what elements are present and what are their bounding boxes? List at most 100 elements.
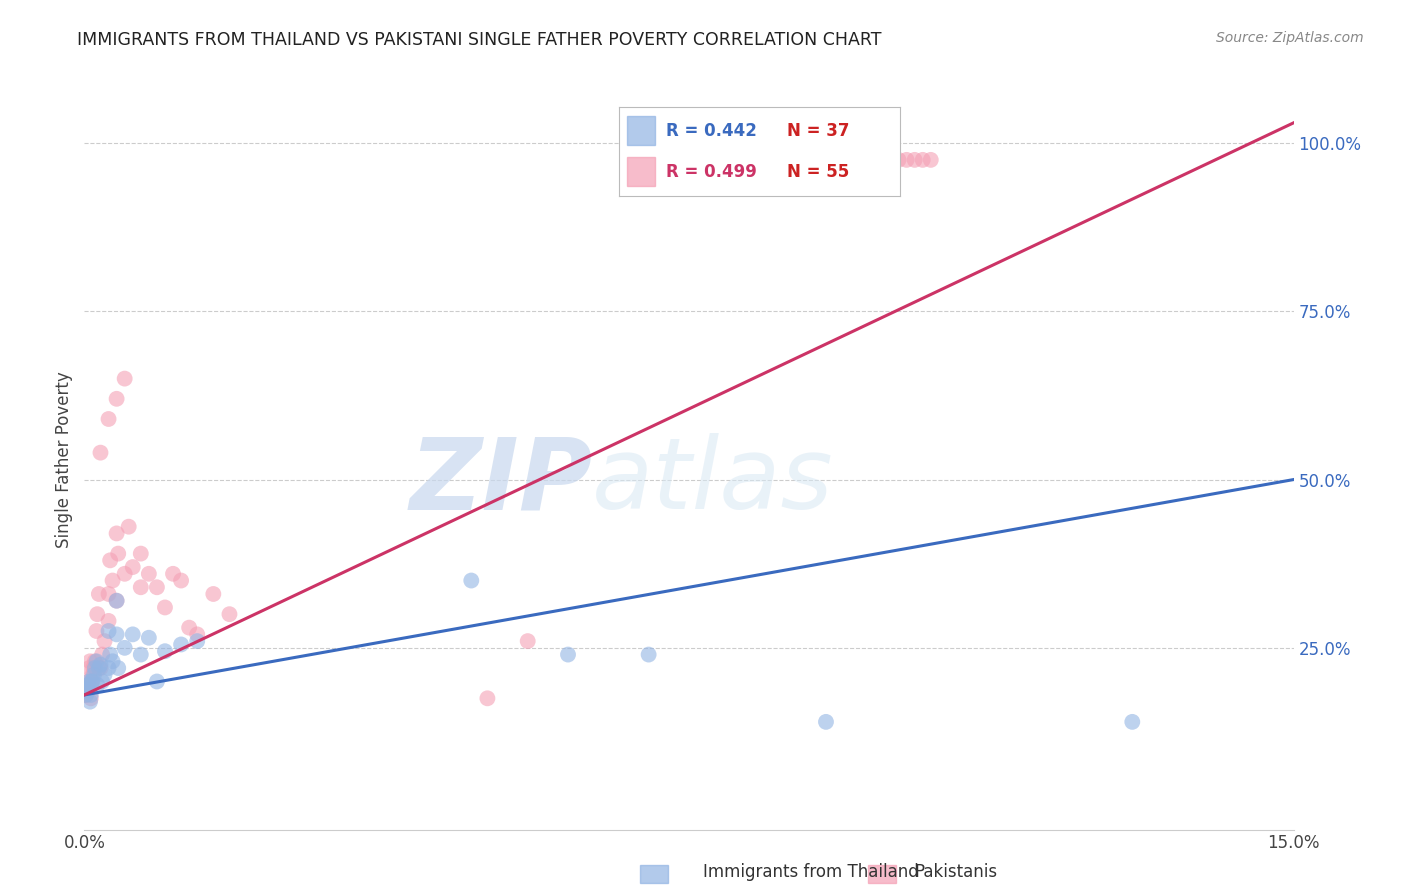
Text: Pakistanis: Pakistanis (914, 863, 997, 881)
Text: N = 55: N = 55 (787, 163, 849, 181)
Point (129, 580, 152, 594)
Point (86, 607, 108, 622)
Point (89, 657, 111, 672)
Point (86, 624, 108, 638)
Point (80, 674, 103, 689)
Point (80, 691, 103, 706)
Point (75, 688, 97, 702)
Point (77, 661, 100, 675)
Point (477, 691, 499, 706)
Point (87, 587, 110, 601)
Point (105, 392, 128, 406)
Point (179, 621, 201, 635)
Text: IMMIGRANTS FROM THAILAND VS PAKISTANI SINGLE FATHER POVERTY CORRELATION CHART: IMMIGRANTS FROM THAILAND VS PAKISTANI SI… (77, 31, 882, 49)
Point (170, 574, 193, 588)
Point (114, 371, 136, 385)
Point (75, 688, 97, 702)
Point (758, 153, 780, 167)
Point (121, 627, 143, 641)
Point (76, 684, 98, 698)
Text: Immigrants from Thailand: Immigrants from Thailand (703, 863, 918, 881)
Point (218, 607, 240, 622)
Point (129, 547, 152, 561)
Point (718, 156, 741, 170)
Point (146, 580, 169, 594)
Point (153, 644, 176, 658)
Text: N = 37: N = 37 (787, 122, 849, 140)
Point (186, 627, 208, 641)
Text: Source: ZipAtlas.com: Source: ZipAtlas.com (1216, 31, 1364, 45)
Point (105, 593, 128, 607)
Point (911, 153, 934, 167)
Point (107, 661, 129, 675)
Point (80, 674, 103, 689)
Point (93, 667, 115, 681)
Point (170, 637, 193, 651)
Point (79, 695, 101, 709)
Point (101, 654, 124, 668)
Text: atlas: atlas (592, 434, 834, 530)
Y-axis label: Single Father Poverty: Single Father Poverty (55, 371, 73, 548)
Point (79, 654, 101, 668)
Point (863, 156, 886, 170)
Point (97, 587, 120, 601)
Point (82, 667, 104, 681)
Point (76, 681, 98, 696)
FancyBboxPatch shape (627, 116, 655, 145)
Point (105, 627, 128, 641)
Point (146, 674, 169, 689)
Point (460, 574, 482, 588)
Text: ZIP: ZIP (409, 434, 592, 530)
Point (879, 153, 901, 167)
Point (153, 600, 176, 615)
Point (86, 678, 108, 692)
Point (87, 661, 110, 675)
Point (839, 153, 862, 167)
Point (97, 412, 120, 426)
Point (107, 547, 129, 561)
Point (77, 674, 100, 689)
Point (97, 614, 120, 628)
Point (76, 681, 98, 696)
Point (162, 566, 184, 581)
Point (91, 648, 114, 662)
Point (121, 560, 143, 574)
Point (105, 526, 128, 541)
Point (83, 654, 105, 668)
Point (80, 688, 103, 702)
Point (86, 654, 108, 668)
Point (93, 634, 115, 648)
Point (118, 519, 141, 533)
Point (98, 648, 121, 662)
Point (887, 153, 910, 167)
Point (1121, 714, 1143, 729)
Point (904, 153, 927, 167)
Point (82, 661, 104, 675)
Point (83, 661, 105, 675)
Point (799, 153, 821, 167)
Point (98, 553, 121, 567)
Point (114, 566, 136, 581)
Point (82, 674, 104, 689)
Point (105, 593, 128, 607)
Point (129, 648, 152, 662)
Point (920, 153, 942, 167)
Point (101, 574, 124, 588)
Text: R = 0.442: R = 0.442 (666, 122, 758, 140)
Point (202, 587, 225, 601)
Point (77, 678, 100, 692)
Point (114, 640, 136, 655)
Point (637, 648, 659, 662)
Point (186, 634, 208, 648)
Point (89, 661, 111, 675)
Point (814, 714, 837, 729)
Point (89, 445, 111, 459)
Point (97, 624, 120, 638)
Point (138, 631, 160, 645)
Point (91, 674, 114, 689)
Point (557, 648, 579, 662)
Point (97, 661, 120, 675)
Point (138, 566, 160, 581)
Text: R = 0.499: R = 0.499 (666, 163, 758, 181)
Point (77, 674, 100, 689)
